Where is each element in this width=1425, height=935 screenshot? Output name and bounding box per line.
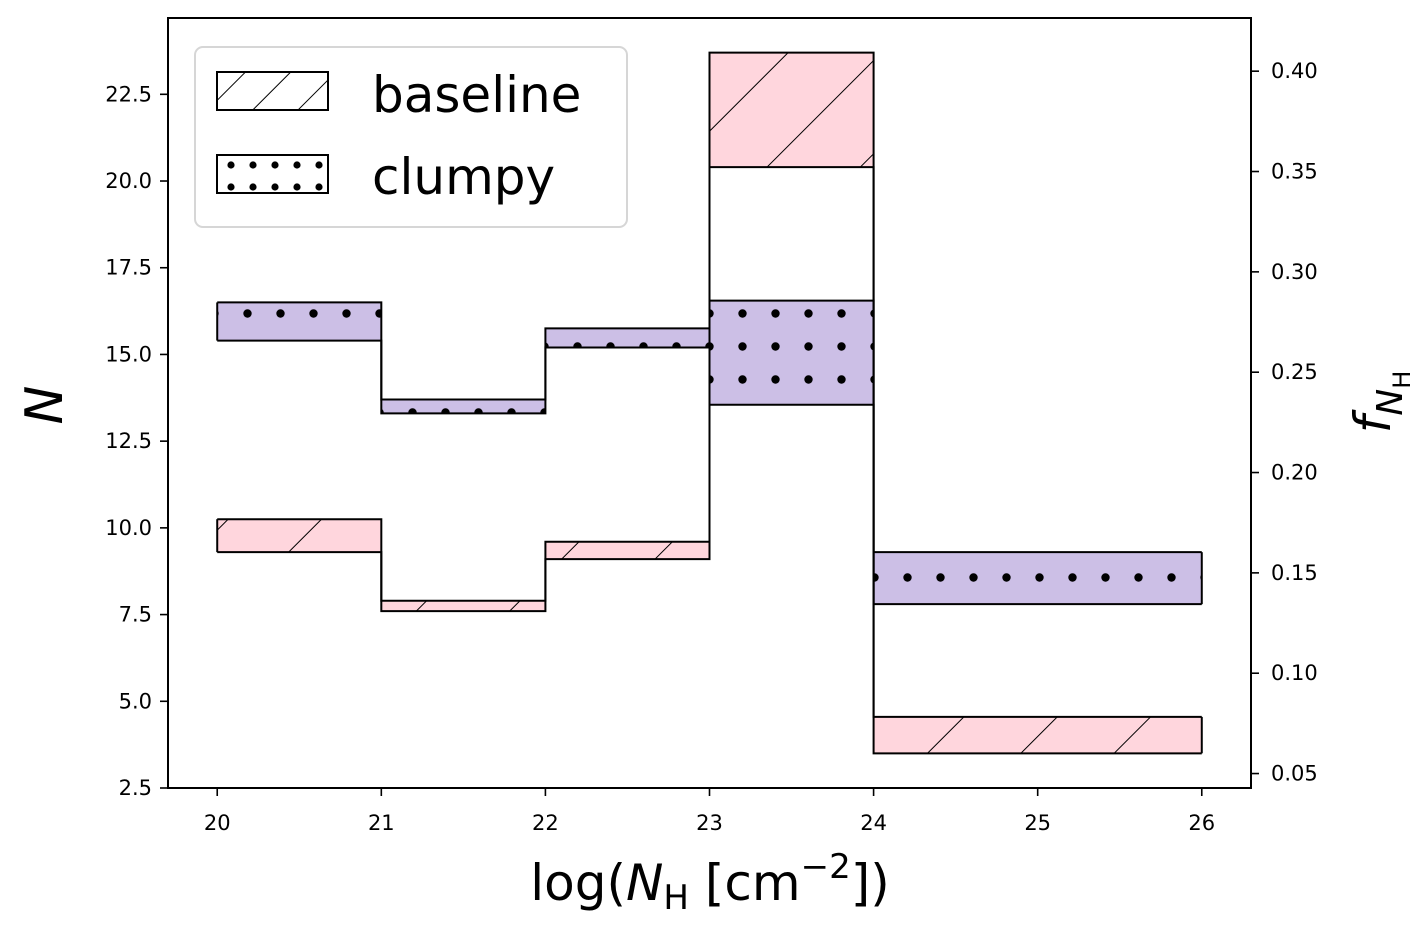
x-axis-label-n: N (626, 854, 663, 912)
y-tick-label-17.5: 17.5 (105, 256, 152, 280)
x-axis-label-prefix: log( (530, 854, 626, 912)
y-right-tick-label-0.40: 0.40 (1271, 59, 1318, 83)
y-tick-label-7.5: 7.5 (119, 603, 152, 627)
y-axis-right-label-h: H (1388, 371, 1416, 389)
legend: baseline clumpy (194, 46, 628, 228)
y-tick-label-20.0: 20.0 (105, 169, 152, 193)
y-right-tick-label-0.25: 0.25 (1271, 360, 1318, 384)
axes: 20 21 22 23 24 25 26 2.5 5.0 7.5 10.0 12.5 15.0 17.5 2… (105, 59, 1318, 835)
y-right-tick-label-0.35: 0.35 (1271, 160, 1318, 184)
y-right-tick-label-0.20: 0.20 (1271, 461, 1318, 485)
y-tick-label-5.0: 5.0 (119, 689, 152, 713)
legend-label-baseline: baseline (372, 66, 581, 124)
baseline-hatch-bin-1 (381, 600, 546, 612)
clumpy-hatch-bin-4 (873, 552, 1202, 605)
y-axis-right-label: fNH (1344, 371, 1416, 434)
x-tick-label-23: 23 (696, 811, 723, 835)
x-tick-label-21: 21 (368, 811, 395, 835)
clumpy-hatch-bin-2 (545, 328, 710, 348)
y-right-tick-label-0.10: 0.10 (1271, 661, 1318, 685)
x-tick-label-26: 26 (1188, 811, 1215, 835)
y-right-tick-label-0.30: 0.30 (1271, 260, 1318, 284)
baseline-hatch-bin-3 (709, 52, 874, 168)
baseline-hatch-bin-4 (873, 716, 1202, 754)
x-tick-label-20: 20 (204, 811, 231, 835)
y-tick-label-10.0: 10.0 (105, 516, 152, 540)
x-axis-label-suffix: ]) (851, 854, 890, 912)
clumpy-upper-edge (217, 299, 1202, 554)
baseline-hatch-bin-2 (545, 541, 710, 560)
x-tick-label-24: 24 (860, 811, 887, 835)
y-right-tick-label-0.15: 0.15 (1271, 561, 1318, 585)
x-axis-label-unit: [cm (689, 854, 801, 912)
y-axis-label: N (15, 386, 75, 425)
plot-area (216, 51, 1203, 755)
y-right-tick-label-0.05: 0.05 (1271, 762, 1318, 786)
clumpy-hatch-bin-1 (381, 399, 546, 414)
y-tick-label-22.5: 22.5 (105, 82, 152, 106)
x-axis-label-exp: −2 (801, 847, 851, 887)
legend-swatch-clumpy (216, 154, 329, 194)
y-tick-label-2.5: 2.5 (119, 776, 152, 800)
x-tick-label-22: 22 (532, 811, 559, 835)
y-tick-label-15.0: 15.0 (105, 342, 152, 366)
y-axis-right-label-n: N (1370, 389, 1411, 416)
legend-swatch-baseline (216, 71, 329, 111)
y-tick-label-12.5: 12.5 (105, 429, 152, 453)
x-axis-label: log(NH [cm−2]) (530, 847, 889, 918)
baseline-hatch-bin-0 (217, 519, 382, 553)
x-axis-label-sub: H (663, 878, 689, 918)
clumpy-hatch-bin-0 (217, 302, 382, 341)
clumpy-hatch-bin-3 (709, 300, 874, 405)
legend-label-clumpy: clumpy (372, 148, 555, 206)
x-tick-label-25: 25 (1024, 811, 1051, 835)
